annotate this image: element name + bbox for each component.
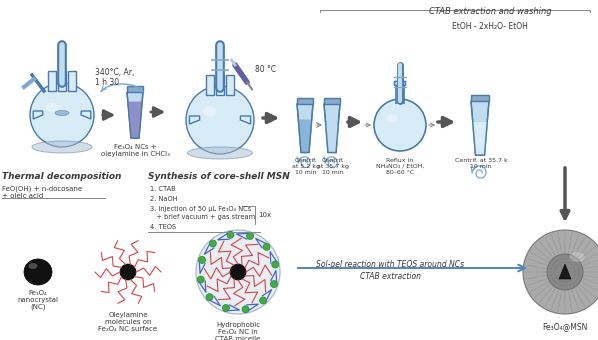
Circle shape (374, 99, 426, 151)
Text: Centrif.
at 35.7 kg
10 min: Centrif. at 35.7 kg 10 min (317, 158, 349, 175)
Circle shape (246, 233, 254, 239)
Bar (324, 98, 340, 103)
Polygon shape (216, 74, 224, 95)
Ellipse shape (29, 263, 38, 269)
Polygon shape (298, 119, 312, 153)
Ellipse shape (188, 147, 252, 159)
Text: Fe₃O₄ NCs +
oleylamine in CHCl₃: Fe₃O₄ NCs + oleylamine in CHCl₃ (100, 144, 169, 157)
Polygon shape (58, 71, 66, 91)
Text: 10x: 10x (258, 212, 271, 218)
Text: FeO(OH) + n-docosane
+ oleic acid: FeO(OH) + n-docosane + oleic acid (2, 185, 82, 199)
Polygon shape (471, 101, 489, 155)
Circle shape (270, 280, 277, 288)
Bar (127, 86, 143, 92)
Circle shape (523, 230, 598, 314)
Text: CTAB extraction: CTAB extraction (359, 272, 420, 281)
Polygon shape (325, 125, 339, 153)
Text: Fe₃O₄
nanocrystal
(NC): Fe₃O₄ nanocrystal (NC) (17, 290, 59, 310)
Circle shape (206, 294, 213, 301)
Polygon shape (128, 102, 142, 138)
Polygon shape (190, 116, 200, 124)
Polygon shape (127, 92, 143, 138)
Polygon shape (68, 71, 75, 91)
Circle shape (30, 83, 94, 147)
Polygon shape (206, 74, 214, 95)
Text: 4. TEOS: 4. TEOS (150, 224, 176, 230)
Text: CTAB extraction and washing: CTAB extraction and washing (429, 7, 551, 16)
Circle shape (120, 264, 136, 280)
Text: Centrif. at 35.7 k
10 min: Centrif. at 35.7 k 10 min (454, 158, 507, 169)
Text: Fe₃O₄@MSN: Fe₃O₄@MSN (542, 322, 588, 331)
Text: 340°C, Ar,
1 h 30: 340°C, Ar, 1 h 30 (95, 68, 135, 87)
Circle shape (209, 240, 216, 247)
Ellipse shape (46, 102, 59, 112)
Text: + brief vacuum + gas stream: + brief vacuum + gas stream (150, 214, 255, 220)
Text: Hydrophobic
Fe₃O₄ NC in
CTAB micelle
core: Hydrophobic Fe₃O₄ NC in CTAB micelle cor… (215, 322, 261, 340)
Text: Synthesis of core-shell MSN: Synthesis of core-shell MSN (148, 172, 290, 181)
Ellipse shape (24, 259, 52, 285)
Circle shape (197, 276, 205, 283)
Circle shape (222, 305, 230, 311)
Polygon shape (559, 264, 571, 279)
Ellipse shape (387, 115, 398, 122)
Bar (297, 98, 313, 103)
Text: 3. Injection of 50 μL Fe₃O₄ NCs: 3. Injection of 50 μL Fe₃O₄ NCs (150, 206, 251, 212)
Ellipse shape (569, 252, 584, 262)
Text: Sol-gel reaction with TEOS around NCs: Sol-gel reaction with TEOS around NCs (316, 260, 464, 269)
Circle shape (230, 264, 246, 280)
Polygon shape (48, 71, 56, 91)
Polygon shape (472, 122, 488, 155)
Text: Oleylamine
molecules on
Fe₃O₄ NC surface: Oleylamine molecules on Fe₃O₄ NC surface (99, 312, 157, 332)
Circle shape (242, 306, 249, 313)
Circle shape (186, 86, 254, 154)
Polygon shape (240, 116, 251, 124)
Circle shape (547, 254, 583, 290)
Ellipse shape (32, 141, 92, 153)
Polygon shape (81, 111, 91, 119)
Bar (471, 95, 489, 101)
Text: Centrif.
at 5.2 kg
10 min: Centrif. at 5.2 kg 10 min (292, 158, 320, 175)
Text: Reflux in
NH₄NO₃ / EtOH,
80–60 °C: Reflux in NH₄NO₃ / EtOH, 80–60 °C (376, 158, 424, 175)
Ellipse shape (203, 106, 216, 117)
Polygon shape (324, 103, 340, 153)
Circle shape (263, 243, 270, 250)
Text: 80 °C: 80 °C (255, 65, 276, 74)
Polygon shape (297, 103, 313, 153)
Circle shape (227, 231, 234, 238)
Circle shape (260, 297, 267, 304)
Text: 2. NaOH: 2. NaOH (150, 196, 178, 202)
Polygon shape (226, 74, 234, 95)
Circle shape (271, 261, 279, 268)
Circle shape (199, 256, 206, 264)
Polygon shape (396, 83, 404, 103)
Ellipse shape (55, 110, 69, 116)
Text: Thermal decomposition: Thermal decomposition (2, 172, 121, 181)
Text: EtOH - 2xH₂O- EtOH: EtOH - 2xH₂O- EtOH (452, 22, 528, 31)
Polygon shape (33, 111, 43, 119)
FancyBboxPatch shape (395, 81, 405, 85)
Text: 1. CTAB: 1. CTAB (150, 186, 176, 192)
Circle shape (196, 230, 280, 314)
